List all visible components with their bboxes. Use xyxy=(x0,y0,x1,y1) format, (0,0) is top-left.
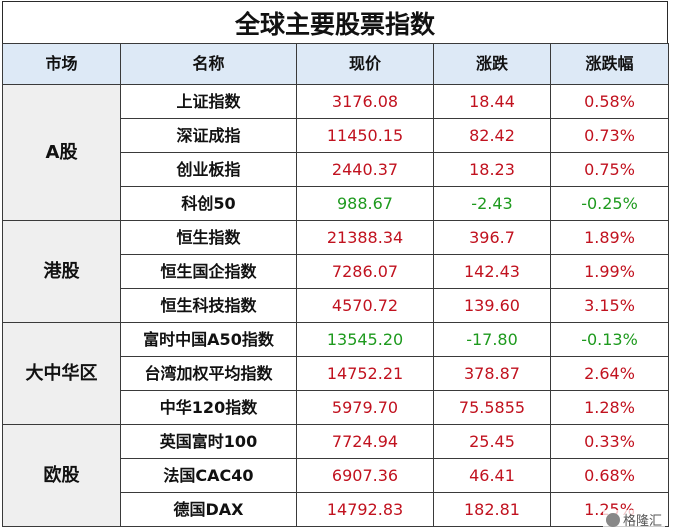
watermark-logo-icon xyxy=(605,512,620,527)
market-cell: 欧股 xyxy=(2,424,121,527)
table-row: A股 上证指数 3176.08 18.44 0.58% xyxy=(2,84,669,221)
index-name-cell: 英国富时100 xyxy=(120,424,297,459)
change-pct-cell: 1.99% xyxy=(550,254,669,289)
price-cell: 14752.21 xyxy=(296,356,434,391)
table-row: 深证成指 11450.15 82.42 0.73% xyxy=(3,118,669,153)
change-cell: -2.43 xyxy=(433,186,551,221)
watermark-text: 格隆汇 xyxy=(622,514,662,529)
market-cell: A股 xyxy=(2,84,121,221)
index-name-cell: 德国DAX xyxy=(120,492,297,527)
price-cell: 6907.36 xyxy=(296,458,434,493)
index-name-cell: 恒生科技指数 xyxy=(120,288,297,323)
header-market: 市场 xyxy=(2,43,121,85)
price-cell: 3176.08 xyxy=(296,84,434,119)
index-table-container: 全球主要股票指数 市场 名称 现价 涨跌 涨跌幅 A股 上证指数 3176.08 18… xyxy=(2,1,669,527)
table-row: 恒生科技指数 4570.72 139.60 3.15% xyxy=(3,288,669,323)
table-row: 恒生国企指数 7286.07 142.43 1.99% xyxy=(3,254,669,289)
price-cell: 13545.20 xyxy=(296,322,434,357)
index-name-cell: 台湾加权平均指数 xyxy=(120,356,297,391)
header-change: 涨跌 xyxy=(433,43,551,85)
change-cell: 396.7 xyxy=(433,220,551,255)
index-name-cell: 深证成指 xyxy=(120,118,297,153)
change-pct-cell: 0.73% xyxy=(550,118,669,153)
change-cell: 18.44 xyxy=(433,84,551,119)
index-name-cell: 恒生指数 xyxy=(120,220,297,255)
change-pct-cell: 0.68% xyxy=(550,458,669,493)
price-cell: 5979.70 xyxy=(296,390,434,425)
change-pct-cell: -0.25% xyxy=(550,186,669,221)
index-name-cell: 上证指数 xyxy=(120,84,297,119)
index-name-cell: 创业板指 xyxy=(120,152,297,187)
table-row: 台湾加权平均指数 14752.21 378.87 2.64% xyxy=(3,356,669,391)
change-cell: 139.60 xyxy=(433,288,551,323)
watermark: 格隆汇 xyxy=(602,510,665,529)
price-cell: 7724.94 xyxy=(296,424,434,459)
price-cell: 11450.15 xyxy=(296,118,434,153)
header-change-pct: 涨跌幅 xyxy=(550,43,669,85)
change-pct-cell: 2.64% xyxy=(550,356,669,391)
change-cell: 25.45 xyxy=(433,424,551,459)
table-row: 中华120指数 5979.70 75.5855 1.28% xyxy=(3,390,669,425)
table-body: A股 上证指数 3176.08 18.44 0.58% 深证成指 11450.15 82.42… xyxy=(2,84,669,527)
change-cell: 378.87 xyxy=(433,356,551,391)
change-pct-cell: 3.15% xyxy=(550,288,669,323)
price-cell: 2440.37 xyxy=(296,152,434,187)
table-row: 大中华区 富时中国A50指数 13545.20 -17.80 -0.13% xyxy=(2,322,669,425)
table-title: 全球主要股票指数 xyxy=(2,1,668,43)
change-cell: 18.23 xyxy=(433,152,551,187)
index-name-cell: 富时中国A50指数 xyxy=(120,322,297,357)
price-cell: 988.67 xyxy=(296,186,434,221)
index-name-cell: 恒生国企指数 xyxy=(120,254,297,289)
header-price: 现价 xyxy=(296,43,434,85)
index-name-cell: 中华120指数 xyxy=(120,390,297,425)
change-pct-cell: 0.33% xyxy=(550,424,669,459)
change-pct-cell: 0.58% xyxy=(550,84,669,119)
change-pct-cell: -0.13% xyxy=(550,322,669,357)
change-cell: 75.5855 xyxy=(433,390,551,425)
header-row: 市场 名称 现价 涨跌 涨跌幅 xyxy=(2,43,669,85)
change-cell: -17.80 xyxy=(433,322,551,357)
change-cell: 46.41 xyxy=(433,458,551,493)
index-name-cell: 科创50 xyxy=(120,186,297,221)
change-cell: 142.43 xyxy=(433,254,551,289)
price-cell: 21388.34 xyxy=(296,220,434,255)
market-cell: 港股 xyxy=(2,220,121,323)
price-cell: 7286.07 xyxy=(296,254,434,289)
change-pct-cell: 1.89% xyxy=(550,220,669,255)
stock-index-table: 市场 名称 现价 涨跌 涨跌幅 A股 上证指数 3176.08 18.44 0.58% 深… xyxy=(2,43,669,527)
table-row: 科创50 988.67 -2.43 -0.25% xyxy=(3,186,669,221)
table-row: 法国CAC40 6907.36 46.41 0.68% xyxy=(3,458,669,493)
price-cell: 4570.72 xyxy=(296,288,434,323)
change-pct-cell: 0.75% xyxy=(550,152,669,187)
table-row: 创业板指 2440.37 18.23 0.75% xyxy=(3,152,669,187)
index-name-cell: 法国CAC40 xyxy=(120,458,297,493)
change-pct-cell: 1.28% xyxy=(550,390,669,425)
market-cell: 大中华区 xyxy=(2,322,121,425)
table-row: 港股 恒生指数 21388.34 396.7 1.89% xyxy=(2,220,669,323)
header-name: 名称 xyxy=(120,43,297,85)
change-cell: 182.81 xyxy=(433,492,551,527)
change-cell: 82.42 xyxy=(433,118,551,153)
price-cell: 14792.83 xyxy=(296,492,434,527)
table-row: 欧股 英国富时100 7724.94 25.45 0.33% xyxy=(2,424,669,527)
